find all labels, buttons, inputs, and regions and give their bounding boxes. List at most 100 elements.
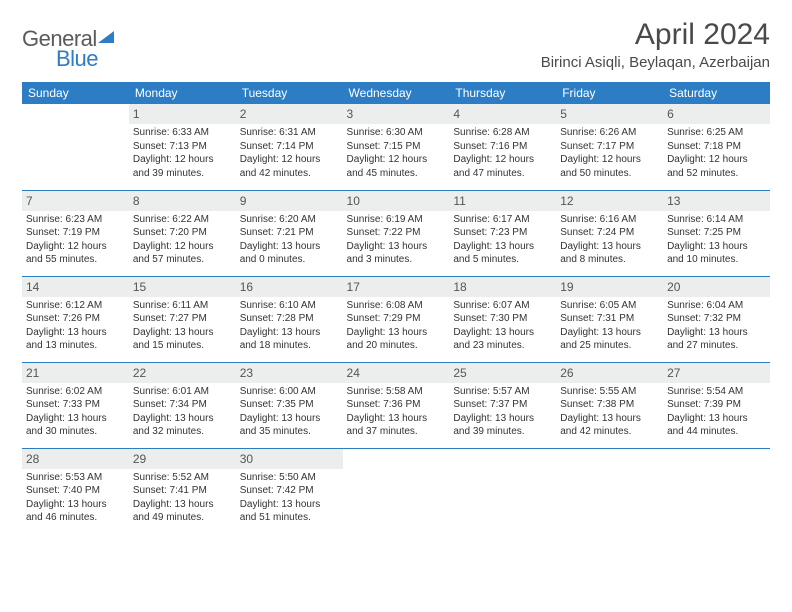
calendar-day-cell: 10Sunrise: 6:19 AMSunset: 7:22 PMDayligh… (343, 190, 450, 276)
calendar-empty-cell (343, 448, 450, 534)
day-number: 26 (556, 363, 663, 383)
day-sunset: Sunset: 7:21 PM (240, 226, 339, 240)
day-daylight1: Daylight: 13 hours (347, 326, 446, 340)
calendar-day-cell: 18 Sunrise: 6:07 AMSunset: 7:30 PMDayligh… (449, 276, 556, 362)
day-sunset: Sunset: 7:29 PM (347, 312, 446, 326)
day-sunrise: Sunrise: 6:17 AM (453, 213, 552, 227)
day-number: 17 (343, 277, 450, 297)
calendar-day-cell: 25Sunrise: 5:57 AMSunset: 7:37 PMDayligh… (449, 362, 556, 448)
day-sunset: Sunset: 7:22 PM (347, 226, 446, 240)
day-number: 8 (129, 191, 236, 211)
day-sunset: Sunset: 7:14 PM (240, 140, 339, 154)
day-sunrise: Sunrise: 6:25 AM (667, 126, 766, 140)
day-daylight2: and 42 minutes. (560, 425, 659, 439)
weekday-header: Wednesday (343, 82, 450, 104)
day-sunrise: Sunrise: 6:10 AM (240, 299, 339, 313)
calendar-day-cell: 21Sunrise: 6:02 AMSunset: 7:33 PMDayligh… (22, 362, 129, 448)
calendar-week-row: 7Sunrise: 6:23 AMSunset: 7:19 PMDaylight… (22, 190, 770, 276)
day-sunset: Sunset: 7:20 PM (133, 226, 232, 240)
day-sunset: Sunset: 7:23 PM (453, 226, 552, 240)
day-daylight1: Daylight: 13 hours (240, 412, 339, 426)
day-daylight2: and 39 minutes. (453, 425, 552, 439)
day-sunset: Sunset: 7:40 PM (26, 484, 125, 498)
calendar-page: GeneralBlue April 2024 Birinci Asiqli, B… (0, 0, 792, 552)
day-sunrise: Sunrise: 5:52 AM (133, 471, 232, 485)
calendar-week-row: 1Sunrise: 6:33 AMSunset: 7:13 PMDaylight… (22, 104, 770, 190)
day-sunrise: Sunrise: 5:57 AM (453, 385, 552, 399)
calendar-day-cell: 2Sunrise: 6:31 AMSunset: 7:14 PMDaylight… (236, 104, 343, 190)
day-number: 24 (343, 363, 450, 383)
day-number: 29 (129, 449, 236, 469)
logo: GeneralBlue (22, 26, 114, 72)
calendar-week-row: 28Sunrise: 5:53 AMSunset: 7:40 PMDayligh… (22, 448, 770, 534)
calendar-table: SundayMondayTuesdayWednesdayThursdayFrid… (22, 82, 770, 534)
day-daylight1: Daylight: 13 hours (453, 326, 552, 340)
day-daylight1: Daylight: 13 hours (26, 412, 125, 426)
day-daylight1: Daylight: 13 hours (453, 412, 552, 426)
day-number: 11 (449, 191, 556, 211)
day-daylight1: Daylight: 13 hours (133, 326, 232, 340)
calendar-day-cell: 17 Sunrise: 6:08 AMSunset: 7:29 PMDayligh… (343, 276, 450, 362)
day-daylight2: and 30 minutes. (26, 425, 125, 439)
day-sunrise: Sunrise: 6:07 AM (453, 299, 552, 313)
calendar-day-cell: 9Sunrise: 6:20 AMSunset: 7:21 PMDaylight… (236, 190, 343, 276)
day-daylight2: and 49 minutes. (133, 511, 232, 525)
calendar-body: 1Sunrise: 6:33 AMSunset: 7:13 PMDaylight… (22, 104, 770, 534)
day-daylight1: Daylight: 13 hours (26, 498, 125, 512)
month-title: April 2024 (541, 18, 770, 52)
day-daylight2: and 47 minutes. (453, 167, 552, 181)
day-number: 1 (129, 104, 236, 124)
day-sunset: Sunset: 7:41 PM (133, 484, 232, 498)
day-sunset: Sunset: 7:25 PM (667, 226, 766, 240)
day-number: 7 (22, 191, 129, 211)
day-daylight2: and 35 minutes. (240, 425, 339, 439)
day-sunset: Sunset: 7:28 PM (240, 312, 339, 326)
day-number: 14 (22, 277, 129, 297)
day-number: 18 (449, 277, 556, 297)
day-daylight2: and 42 minutes. (240, 167, 339, 181)
day-sunset: Sunset: 7:39 PM (667, 398, 766, 412)
day-daylight2: and 46 minutes. (26, 511, 125, 525)
calendar-week-row: 21Sunrise: 6:02 AMSunset: 7:33 PMDayligh… (22, 362, 770, 448)
calendar-day-cell: 24Sunrise: 5:58 AMSunset: 7:36 PMDayligh… (343, 362, 450, 448)
logo-triangle-icon (98, 30, 114, 48)
day-daylight1: Daylight: 13 hours (560, 412, 659, 426)
day-number: 30 (236, 449, 343, 469)
day-daylight2: and 32 minutes. (133, 425, 232, 439)
day-sunrise: Sunrise: 5:50 AM (240, 471, 339, 485)
day-sunrise: Sunrise: 6:26 AM (560, 126, 659, 140)
day-sunset: Sunset: 7:18 PM (667, 140, 766, 154)
day-daylight2: and 50 minutes. (560, 167, 659, 181)
day-daylight1: Daylight: 12 hours (560, 153, 659, 167)
day-sunrise: Sunrise: 6:30 AM (347, 126, 446, 140)
calendar-day-cell: 3Sunrise: 6:30 AMSunset: 7:15 PMDaylight… (343, 104, 450, 190)
day-sunset: Sunset: 7:27 PM (133, 312, 232, 326)
day-daylight1: Daylight: 13 hours (667, 326, 766, 340)
day-daylight1: Daylight: 13 hours (667, 412, 766, 426)
calendar-day-cell: 26Sunrise: 5:55 AMSunset: 7:38 PMDayligh… (556, 362, 663, 448)
day-daylight2: and 13 minutes. (26, 339, 125, 353)
day-sunrise: Sunrise: 6:04 AM (667, 299, 766, 313)
calendar-day-cell: 12Sunrise: 6:16 AMSunset: 7:24 PMDayligh… (556, 190, 663, 276)
calendar-day-cell: 1Sunrise: 6:33 AMSunset: 7:13 PMDaylight… (129, 104, 236, 190)
calendar-day-cell: 23Sunrise: 6:00 AMSunset: 7:35 PMDayligh… (236, 362, 343, 448)
day-daylight1: Daylight: 12 hours (667, 153, 766, 167)
day-sunset: Sunset: 7:19 PM (26, 226, 125, 240)
day-daylight2: and 0 minutes. (240, 253, 339, 267)
calendar-empty-cell (22, 104, 129, 190)
weekday-header: Saturday (663, 82, 770, 104)
day-sunset: Sunset: 7:30 PM (453, 312, 552, 326)
day-sunset: Sunset: 7:32 PM (667, 312, 766, 326)
day-sunset: Sunset: 7:36 PM (347, 398, 446, 412)
day-daylight1: Daylight: 13 hours (453, 240, 552, 254)
calendar-day-cell: 13Sunrise: 6:14 AMSunset: 7:25 PMDayligh… (663, 190, 770, 276)
day-sunset: Sunset: 7:26 PM (26, 312, 125, 326)
day-daylight1: Daylight: 13 hours (133, 498, 232, 512)
day-sunrise: Sunrise: 6:08 AM (347, 299, 446, 313)
day-daylight1: Daylight: 12 hours (26, 240, 125, 254)
day-daylight1: Daylight: 13 hours (26, 326, 125, 340)
day-sunset: Sunset: 7:42 PM (240, 484, 339, 498)
day-number: 2 (236, 104, 343, 124)
calendar-day-cell: 20Sunrise: 6:04 AMSunset: 7:32 PMDayligh… (663, 276, 770, 362)
day-number: 27 (663, 363, 770, 383)
